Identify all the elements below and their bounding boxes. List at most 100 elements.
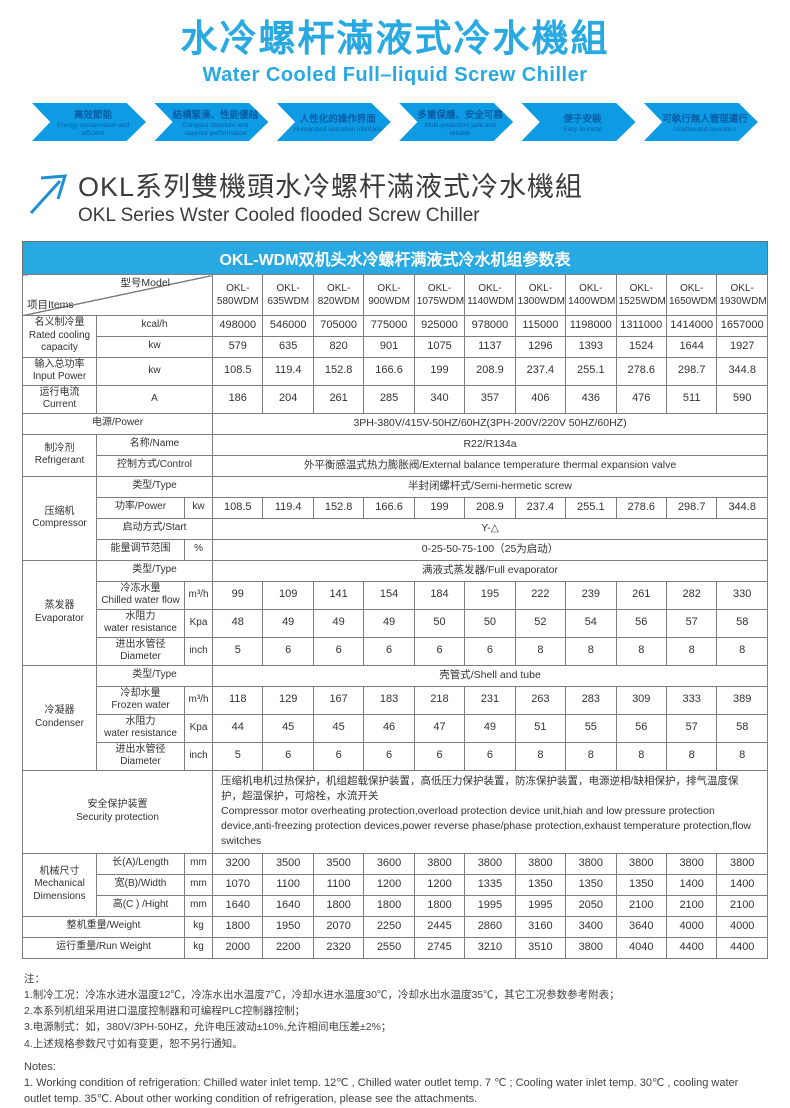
table-cell: 978000 [464,314,516,337]
table-cell: 184 [413,580,466,610]
table-cell: 2320 [312,936,365,959]
table-cell: 压缩机电机过热保护，机组超载保护装置，高低压力保护装置，防冻保护装置，电源逆相/… [212,769,768,854]
table-cell: 1800 [212,915,264,938]
table-cell: 蒸发器 Evaporator [22,559,97,666]
table-cell: 3500 [312,852,365,875]
table-cell: 3800 [565,936,617,959]
section-heading: OKL系列雙機頭水冷螺杆滿液式冷水機組 OKL Series Wster Coo… [28,165,790,227]
table-cell: 222 [514,580,567,610]
table-cell: 298.7 [665,356,718,386]
table-cell: 109 [262,580,314,610]
table-cell: kg [183,936,214,959]
table-cell: 2745 [413,936,466,959]
table-cell: 58 [716,608,768,638]
table-cell: 0-25-50-75-100（25为启动） [212,538,768,561]
badge-label-zh: 結構緊湊、性能優越 [172,110,259,122]
table-cell: 冷冻水量 Chilled water flow [96,580,185,610]
feature-badge: 人性化的操作界面 Humanized operation interface [276,103,391,141]
badge-label-zh: 人性化的操作界面 [299,113,376,125]
table-cell: 2250 [363,915,415,938]
table-cell: 55 [565,713,617,743]
table-cell: 6 [413,741,466,771]
table-cell: mm [183,873,214,896]
table-cell: 389 [716,685,768,715]
table-cell: 6 [464,741,516,771]
table-cell: 901 [363,335,415,358]
table-cell: 半封闭螺杆式/Semi-hermetic screw [212,475,768,498]
table-cell: 56 [615,713,667,743]
table-cell: 208.9 [464,496,516,519]
table-cell: 635 [262,335,314,358]
table-cell: 壳管式/Shell and tube [212,664,768,687]
table-cell: 333 [665,685,718,715]
table-cell: 283 [565,685,617,715]
table-cell: 进出水管径 Diameter [96,636,185,666]
table-row: 电源/Power 3PH-380V/415V-50HZ/60HZ(3PH-200V… [21,412,768,435]
table-cell: 输入总功率 Input Power [22,356,97,386]
table-row: 宽(B)/Width mm 1070 1100 1100 1200 1200 1335 1350… [23,873,768,896]
table-cell: 3800 [464,852,516,875]
table-cell: mm [183,852,214,875]
model-header: OKL- 1075WDM [413,274,466,316]
table-cell: 152.8 [312,356,365,386]
feature-badge: 結構緊湊、性能優越 Compact structure and superior … [154,103,269,141]
table-row: 水阻力 water resistance Kpa 44 45 45 46 47 49 51 55 5… [23,713,768,743]
model-header: OKL- 1300WDM [514,274,567,316]
table-cell: 压缩机 Compressor [22,475,97,561]
table-cell: 118 [212,685,264,715]
table-cell: 启动方式/Start [95,517,214,540]
table-cell: 108.5 [212,356,264,386]
table-cell: 925000 [413,314,466,337]
table-cell: 5 [212,741,264,771]
table-cell: 2100 [615,894,667,917]
section-title-zh: OKL系列雙機頭水冷螺杆滿液式冷水機組 [78,172,584,202]
table-cell: 整机重量/Weight [22,915,185,938]
table-cell: 6 [262,636,314,666]
table-cell: 5 [212,636,264,666]
table-cell: 49 [363,608,415,638]
table-cell: 49 [464,713,516,743]
table-cell: 309 [615,685,667,715]
table-cell: 6 [312,636,365,666]
table-cell: 129 [262,685,314,715]
table-row: 机械尺寸 Mechanical Dimensions 长(A)/Length mm 3… [22,852,768,917]
table-cell: 6 [312,741,365,771]
table-cell: 282 [665,580,718,610]
table-cell: 运行重量/Run Weight [22,936,185,959]
table-cell: 45 [262,713,314,743]
table-cell: 4040 [615,936,667,959]
badge-label-en: Compact structure and superior performan… [182,122,249,137]
table-cell: 3160 [514,915,567,938]
table-row: 整机重量/Weight kg 1800 1950 2070 2250 2445 2860 316… [22,915,768,938]
table-cell: 3800 [615,852,667,875]
table-cell: 50 [464,608,516,638]
table-cell: 8 [716,636,768,666]
badge-label-zh: 可執行無人管理運行 [662,113,748,125]
table-cell: 8 [665,741,718,771]
table-cell: 8 [665,636,718,666]
table-cell: 50 [413,608,466,638]
table-cell: 231 [464,685,516,715]
notes-zh: 注： 1.制冷工况：冷冻水进水温度12℃，冷冻水出水温度7℃，冷却水进水温度30℃… [24,971,766,1052]
table-cell: 机械尺寸 Mechanical Dimensions [22,852,97,917]
table-cell: 1995 [514,894,567,917]
model-header: OKL- 635WDM [262,274,314,316]
table-cell: 278.6 [615,356,667,386]
table-cell: 186 [212,384,264,414]
table-cell: R22/R134a [212,433,768,456]
table-cell: 261 [615,580,667,610]
feature-badge: 高效節能 Energy conservation and efficient [32,103,146,141]
table-cell: 1296 [514,335,567,358]
table-cell: 名义制冷量 Rated cooling capacity [22,314,97,358]
table-row: 输入总功率 Input Power kw 108.5 119.4 152.8 166.6 1… [22,356,768,386]
table-cell: 安全保护装置 Security protection [21,769,214,854]
table-cell: 1311000 [615,314,667,337]
table-cell: 119.4 [262,496,314,519]
table-cell: 3800 [716,852,768,875]
table-cell: 166.6 [363,496,415,519]
table-cell: 1335 [464,873,516,896]
table-row: 能量调节范围% 0-25-50-75-100（25为启动） [23,538,768,561]
table-cell: 154 [363,580,415,610]
table-cell: 1070 [212,873,264,896]
table-cell: 108.5 [212,496,264,519]
